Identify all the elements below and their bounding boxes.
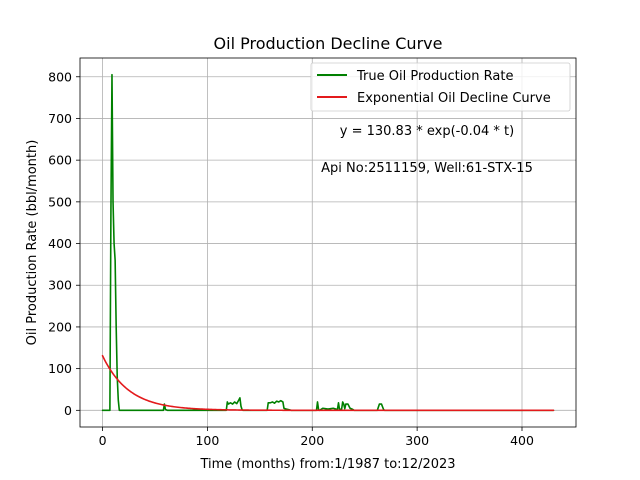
legend-box xyxy=(310,62,571,112)
x-tick-label: 0 xyxy=(99,433,107,448)
y-tick-label: 100 xyxy=(48,361,72,376)
x-axis-label: Time (months) from:1/1987 to:12/2023 xyxy=(199,457,455,472)
y-tick-label: 0 xyxy=(64,403,72,418)
x-tick-label: 100 xyxy=(195,433,219,448)
y-tick-label: 200 xyxy=(48,319,72,334)
x-tick-label: 400 xyxy=(510,433,534,448)
legend-label-true-oil-production-rate: True Oil Production Rate xyxy=(356,69,513,84)
y-tick-label: 800 xyxy=(48,69,72,84)
x-tick-label: 200 xyxy=(300,433,324,448)
plot-area xyxy=(80,58,576,427)
x-gridlines xyxy=(102,58,523,427)
y-tick-label: 300 xyxy=(48,278,72,293)
legend: True Oil Production Rate Exponential Oil… xyxy=(310,62,571,112)
well-annotation: Api No:2511159, Well:61-STX-15 xyxy=(321,161,533,176)
y-tick-label: 700 xyxy=(48,111,72,126)
legend-label-exponential-oil-decline-curve: Exponential Oil Decline Curve xyxy=(357,91,551,106)
series-line-exponential-oil-decline-curve xyxy=(101,354,555,412)
y-axis: 0 100 200 300 400 500 600 700 800 xyxy=(48,69,80,418)
series-layer xyxy=(101,73,555,412)
x-tick-label: 300 xyxy=(405,433,429,448)
y-tick-label: 400 xyxy=(48,236,72,251)
plot-frame xyxy=(79,57,577,428)
equation-annotation: y = 130.83 * exp(-0.04 * t) xyxy=(340,124,514,139)
y-tick-label: 500 xyxy=(48,194,72,209)
series-line-true-oil-production-rate xyxy=(101,73,555,412)
x-axis: 0 100 200 300 400 xyxy=(99,427,534,448)
chart-title: Oil Production Decline Curve xyxy=(214,34,443,53)
y-tick-label: 600 xyxy=(48,153,72,168)
y-axis-label: Oil Production Rate (bbl/month) xyxy=(25,140,40,346)
